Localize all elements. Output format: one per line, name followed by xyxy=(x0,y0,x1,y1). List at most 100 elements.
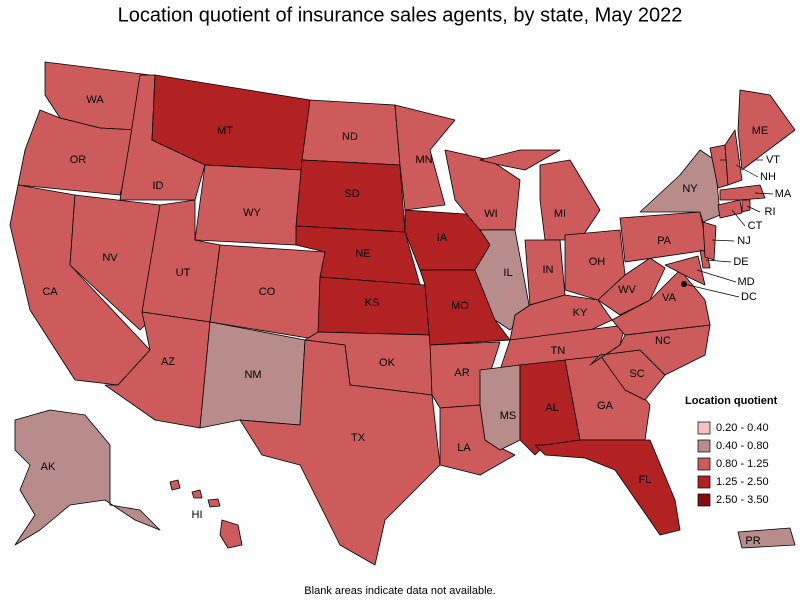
state-label: AZ xyxy=(161,356,175,368)
state: TX xyxy=(239,339,441,566)
state: MD xyxy=(664,255,755,288)
leader-line xyxy=(754,192,774,195)
state: NH xyxy=(724,129,776,186)
state-shape xyxy=(589,324,711,376)
state-label: WI xyxy=(484,208,497,220)
legend-label: 1.25 - 2.50 xyxy=(716,476,769,488)
state-label: OR xyxy=(70,154,87,166)
state: PR xyxy=(737,527,796,549)
state: RI xyxy=(741,199,776,218)
legend-label: 2.50 - 3.50 xyxy=(716,494,769,506)
map-title: Location quotient of insurance sales age… xyxy=(118,4,683,26)
legend-label: 0.40 - 0.80 xyxy=(716,440,769,452)
state: ME xyxy=(737,89,796,171)
legend: Location quotient 0.20 - 0.40 0.40 - 0.80… xyxy=(685,395,778,507)
state-label: LA xyxy=(457,442,471,454)
state: CT xyxy=(717,199,763,232)
state: FL xyxy=(534,439,681,536)
state: NJ xyxy=(702,221,751,261)
state-label: UT xyxy=(176,267,191,279)
state-label: NC xyxy=(655,335,671,347)
state-label: NM xyxy=(244,369,261,381)
state-label: MA xyxy=(775,188,792,200)
state-label: ND xyxy=(342,131,358,143)
state-label: MI xyxy=(554,208,566,220)
state-label: PR xyxy=(745,535,760,547)
state-label: IA xyxy=(437,232,448,244)
state-label: NY xyxy=(682,183,698,195)
state-shape xyxy=(534,439,681,536)
state-label: OK xyxy=(379,357,396,369)
state-shape xyxy=(702,221,717,261)
state: AK xyxy=(14,409,161,546)
state: MA xyxy=(719,184,792,201)
state-shape xyxy=(737,527,796,549)
state-label: SD xyxy=(344,188,359,200)
state-label: AK xyxy=(41,461,56,473)
state-label: TX xyxy=(351,432,366,444)
state: NM xyxy=(199,321,306,429)
state-label: WY xyxy=(243,207,261,219)
leader-line xyxy=(735,164,759,178)
state: MS xyxy=(479,364,521,451)
state-label: CA xyxy=(42,286,58,298)
state-shape xyxy=(639,149,721,223)
state: NC xyxy=(589,324,711,376)
state-label: MT xyxy=(217,125,233,137)
leader-line xyxy=(683,283,740,298)
state-label: VT xyxy=(766,154,780,166)
leader-line xyxy=(711,239,735,242)
state-label: ME xyxy=(752,125,769,137)
legend-swatch xyxy=(697,493,711,507)
leader-line xyxy=(705,259,732,263)
state-label: MN xyxy=(415,154,432,166)
state-label: NH xyxy=(760,171,776,183)
state-label: WA xyxy=(86,94,104,106)
state-shape xyxy=(479,149,561,171)
state-label: NE xyxy=(355,248,370,260)
state-shape xyxy=(597,257,666,316)
state: HI xyxy=(169,479,243,549)
state-label: VA xyxy=(662,292,677,304)
state: NY xyxy=(639,149,721,223)
state-label: DC xyxy=(741,291,757,303)
state-label: AR xyxy=(454,367,469,379)
state-label: PA xyxy=(657,235,672,247)
legend-swatch xyxy=(697,421,711,435)
state: MN xyxy=(394,104,456,211)
state-label: MO xyxy=(451,300,469,312)
state-shape xyxy=(194,164,303,246)
state-label: GA xyxy=(597,400,614,412)
state-label: KS xyxy=(365,297,380,309)
legend-title: Location quotient xyxy=(685,395,778,407)
state-label: TN xyxy=(551,345,566,357)
state-label: IL xyxy=(503,267,512,279)
leader-line xyxy=(746,205,761,213)
state-shape xyxy=(169,479,181,491)
state: DE xyxy=(699,249,749,269)
state-shape xyxy=(724,129,743,186)
state-label: WV xyxy=(618,284,636,296)
state-shape xyxy=(741,199,751,213)
state-label: KY xyxy=(573,307,588,319)
state-shape xyxy=(14,409,161,546)
state-label: SC xyxy=(629,368,644,380)
state-label: HI xyxy=(192,509,203,521)
state: ND xyxy=(301,99,401,166)
state-shape xyxy=(719,184,766,201)
state: IL xyxy=(474,229,531,331)
state-shape xyxy=(207,498,221,508)
state-label: NV xyxy=(102,252,118,264)
state-label: AL xyxy=(545,402,558,414)
state-label: IN xyxy=(543,264,554,276)
state-shape xyxy=(474,229,531,331)
legend-label: 0.80 - 1.25 xyxy=(716,458,769,470)
state: KS xyxy=(317,276,431,336)
state-label: DE xyxy=(733,256,748,268)
state-shape xyxy=(539,159,601,241)
state: PA xyxy=(619,211,709,263)
state-shape xyxy=(664,255,706,286)
state: WV xyxy=(597,257,666,316)
state-label: RI xyxy=(765,206,776,218)
state: MT xyxy=(151,74,311,171)
